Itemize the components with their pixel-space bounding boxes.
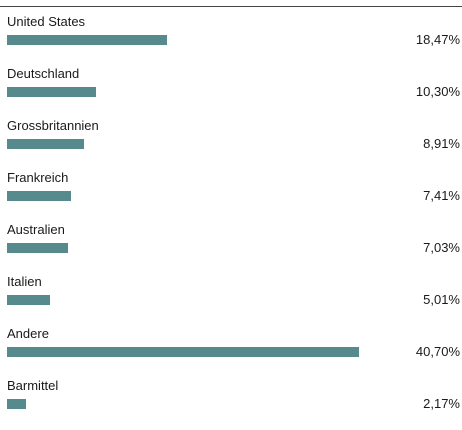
top-divider xyxy=(0,6,462,7)
bar-row: Andere 40,70% xyxy=(0,326,462,378)
bar xyxy=(7,295,50,305)
category-label: Australien xyxy=(7,222,65,237)
value-label: 5,01% xyxy=(423,292,460,307)
country-allocation-chart: United States 18,47% Deutschland 10,30% Gros… xyxy=(0,6,462,411)
bar-row: Deutschland 10,30% xyxy=(0,66,462,118)
category-label: Grossbritannien xyxy=(7,118,99,133)
bar-row: Grossbritannien 8,91% xyxy=(0,118,462,170)
bar xyxy=(7,243,68,253)
category-label: Andere xyxy=(7,326,49,341)
value-label: 2,17% xyxy=(423,396,460,411)
category-label: United States xyxy=(7,14,86,29)
category-label: Italien xyxy=(7,274,42,289)
bar-row: Frankreich 7,41% xyxy=(0,170,462,222)
category-label: Frankreich xyxy=(7,170,69,185)
category-label: Deutschland xyxy=(7,66,80,81)
bar xyxy=(7,347,359,357)
value-label: 7,41% xyxy=(423,188,460,203)
bar xyxy=(7,139,84,149)
bar-row: Australien 7,03% xyxy=(0,222,462,274)
value-label: 7,03% xyxy=(423,240,460,255)
bar-row: Italien 5,01% xyxy=(0,274,462,326)
bar xyxy=(7,399,26,409)
value-label: 8,91% xyxy=(423,136,460,151)
bar-row: United States 18,47% xyxy=(0,14,462,66)
value-label: 10,30% xyxy=(415,84,460,99)
bar xyxy=(7,191,71,201)
bar xyxy=(7,87,96,97)
value-label: 18,47% xyxy=(415,32,460,47)
category-label: Barmittel xyxy=(7,378,59,393)
bar xyxy=(7,35,167,45)
bar-row: Barmittel 2,17% xyxy=(0,378,462,430)
value-label: 40,70% xyxy=(415,344,460,359)
